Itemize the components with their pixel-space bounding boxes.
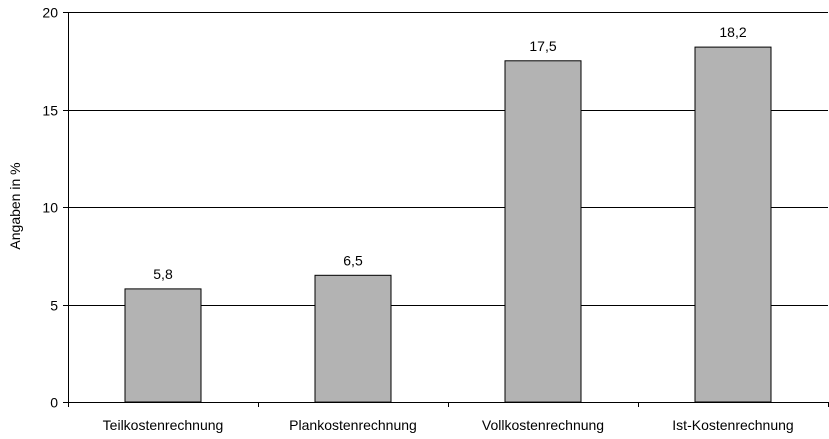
labels: 0 5 10 15 20 Teilkostenrechnung Plankostenrech… xyxy=(42,5,793,434)
y-axis-title: Angaben in % xyxy=(7,162,23,249)
y-tick-label: 0 xyxy=(50,395,58,411)
data-label: 18,2 xyxy=(719,24,746,40)
bar xyxy=(504,60,582,403)
bars xyxy=(124,46,772,403)
bar xyxy=(314,274,392,403)
bar xyxy=(694,46,772,403)
x-tick-label: Plankostenrechnung xyxy=(289,417,417,433)
y-tick-label: 20 xyxy=(42,5,58,21)
y-tick-label: 5 xyxy=(50,298,58,314)
bar xyxy=(124,288,202,403)
y-tick-label: 15 xyxy=(42,103,58,119)
axes xyxy=(63,12,829,407)
x-tick-label: Teilkostenrechnung xyxy=(103,417,224,433)
x-tick-label: Vollkostenrechnung xyxy=(482,417,604,433)
data-label: 5,8 xyxy=(153,266,173,282)
x-tick-label: Ist-Kostenrechnung xyxy=(672,417,793,433)
data-label: 6,5 xyxy=(343,252,363,268)
data-label: 17,5 xyxy=(529,38,556,54)
y-tick-label: 10 xyxy=(42,200,58,216)
